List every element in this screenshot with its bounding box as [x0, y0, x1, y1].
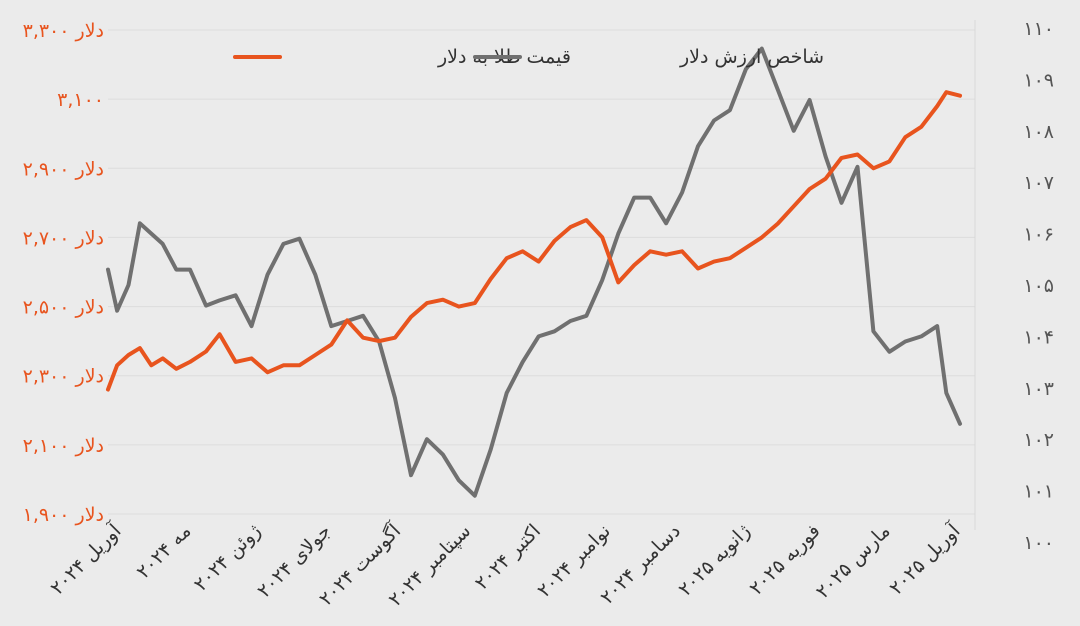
x-tick-label: مارس ۲۰۲۵	[812, 520, 895, 603]
legend-label-dxy: شاخص ارزش دلار	[679, 46, 824, 68]
left-tick-label: ۲,۵۰۰ دلار	[23, 297, 104, 319]
series-lines	[106, 46, 962, 498]
right-tick-label: ۱۰۷	[1023, 172, 1054, 194]
right-axis-ticks: ۱۰۰ ۱۰۱ ۱۰۲ ۱۰۳ ۱۰۴ ۱۰۵ ۱۰۶ ۱۰۷ ۱۰۸ ۱۰۹ ۱۱۰	[1023, 18, 1054, 554]
left-tick-label: ۲,۷۰۰ دلار	[23, 227, 104, 249]
left-tick-label: ۳,۱۰۰	[57, 89, 104, 111]
left-tick-label: ۲,۱۰۰ دلار	[23, 435, 104, 457]
right-tick-label: ۱۱۰	[1023, 18, 1054, 40]
x-tick-label: اکتبر ۲۰۲۴	[471, 520, 545, 594]
right-tick-label: ۱۰۵	[1023, 275, 1054, 297]
right-tick-label: ۱۰۲	[1023, 429, 1054, 451]
dollar-index-line	[106, 46, 962, 498]
legend: قیمت طلا به دلار شاخص ارزش دلار	[233, 46, 824, 68]
right-tick-label: ۱۰۴	[1023, 326, 1054, 348]
x-tick-label: ژوئن ۲۰۲۴	[190, 520, 266, 596]
left-tick-label: ۲,۳۰۰ دلار	[23, 366, 104, 388]
right-tick-label: ۱۰۳	[1023, 378, 1054, 400]
x-tick-label: آوریل ۲۰۲۵	[884, 518, 965, 599]
gold-price-line	[106, 90, 962, 392]
right-tick-label: ۱۰۱	[1023, 481, 1054, 503]
right-tick-label: ۱۰۹	[1023, 69, 1054, 91]
right-tick-label: ۱۰۶	[1023, 224, 1054, 246]
grid-lines	[108, 20, 976, 530]
x-tick-label: ژانویه ۲۰۲۵	[674, 520, 755, 601]
left-axis-ticks: ۱,۹۰۰ دلار ۲,۱۰۰ دلار ۲,۳۰۰ دلار ۲,۵۰۰ دلار…	[23, 20, 104, 526]
left-tick-label: ۱,۹۰۰ دلار	[23, 504, 104, 526]
right-tick-label: ۱۰۸	[1023, 121, 1054, 143]
x-tick-label: آوریل ۲۰۲۴	[45, 518, 126, 599]
x-tick-label: مه ۲۰۲۴	[132, 520, 195, 583]
left-tick-label: ۲,۹۰۰ دلار	[23, 158, 104, 180]
left-tick-label: ۳,۳۰۰ دلار	[23, 20, 104, 42]
right-tick-label: ۱۰۰	[1023, 532, 1054, 554]
